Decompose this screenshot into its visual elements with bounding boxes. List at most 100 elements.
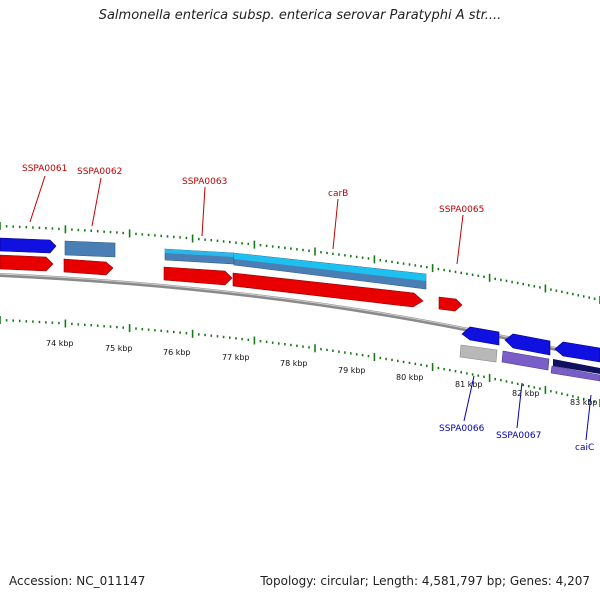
inner-ruler-minor-tick — [109, 325, 112, 328]
gene-sspa0067-feature[interactable] — [504, 333, 551, 356]
outer-ruler-minor-tick — [222, 240, 225, 243]
outer-ruler-minor-tick — [471, 273, 474, 276]
outer-ruler-minor-tick — [290, 247, 292, 250]
gene-label-sspa0066[interactable]: SSPA0066 — [439, 424, 485, 434]
feature-track-forward[interactable] — [0, 254, 463, 312]
outer-ruler-minor-tick — [477, 274, 480, 277]
gene-sspa0067-feature-purple[interactable] — [501, 350, 550, 371]
inner-ruler-major-tick — [191, 329, 194, 338]
inner-ruler-minor-tick — [71, 322, 73, 326]
inner-ruler-minor-tick — [179, 331, 181, 334]
gene-red-1-feature[interactable] — [0, 254, 54, 272]
inner-ruler-minor-tick — [332, 349, 334, 352]
inner-ruler-minor-tick — [460, 371, 462, 374]
tick-label-75kbp: 75 kbp — [105, 344, 133, 353]
outer-ruler-minor-tick — [204, 238, 206, 241]
inner-ruler-minor-tick — [320, 347, 322, 351]
accession-label: Accession: NC_011147 — [9, 574, 146, 588]
gene-sspa0063-feature-upper[interactable] — [165, 249, 234, 257]
inner-ruler-minor-tick — [18, 319, 21, 323]
outer-ruler-major-tick — [373, 255, 376, 264]
outer-ruler-minor-tick — [533, 285, 536, 288]
gene-red-4-feature[interactable] — [232, 272, 424, 308]
gene-label-caic[interactable]: caiC — [575, 443, 594, 453]
outer-ruler-major-tick — [431, 264, 434, 273]
gene-caic-feature-navy[interactable] — [553, 359, 600, 374]
inner-ruler-major-tick — [314, 344, 316, 353]
inner-ruler-minor-tick — [302, 345, 304, 348]
outer-ruler-minor-tick — [516, 281, 519, 285]
outer-ruler-minor-tick — [51, 227, 54, 230]
outer-ruler-minor-tick — [166, 235, 169, 238]
inner-ruler-minor-tick — [216, 335, 219, 338]
inner-ruler-minor-tick — [539, 387, 541, 390]
outer-ruler-minor-tick — [344, 254, 346, 257]
outer-ruler-minor-tick — [173, 235, 175, 239]
outer-ruler-minor-tick — [77, 228, 80, 232]
gene-sspa0066-feature-gray[interactable] — [459, 344, 498, 363]
gene-caic-feature-purple[interactable] — [550, 365, 600, 382]
outer-ruler-minor-tick — [296, 248, 298, 251]
gene-sspa0061-feature[interactable] — [0, 237, 57, 254]
outer-ruler-major-tick — [64, 225, 67, 234]
tick-label-80kbp: 80 kbp — [396, 373, 424, 382]
gene-caic-feature[interactable] — [554, 341, 600, 363]
inner-ruler-minor-tick — [198, 333, 200, 336]
feature-track-lower[interactable] — [459, 326, 600, 382]
outer-ruler-minor-tick — [593, 297, 596, 300]
inner-ruler-minor-tick — [259, 340, 262, 343]
inner-ruler-major-tick — [373, 353, 376, 362]
outer-ruler-minor-tick — [588, 296, 590, 299]
outer-ruler-minor-tick — [84, 229, 86, 232]
inner-ruler-minor-tick — [397, 359, 399, 363]
inner-ruler-minor-tick — [582, 397, 585, 401]
outer-ruler-minor-tick — [247, 242, 250, 246]
gene-label-sspa0061[interactable]: SSPA0061 — [22, 164, 67, 174]
inner-ruler-minor-tick — [420, 363, 422, 367]
gene-red-3-feature[interactable] — [163, 266, 233, 286]
inner-ruler-minor-tick — [471, 373, 474, 376]
outer-ruler-minor-tick — [528, 284, 530, 287]
gene-label-sspa0065[interactable]: SSPA0065 — [439, 205, 484, 215]
tick-label-81kbp: 81 kbp — [455, 380, 483, 389]
gene-sspa0062-feature[interactable] — [64, 240, 116, 258]
outer-ruler-minor-tick — [302, 248, 304, 252]
inner-ruler-minor-tick — [550, 390, 552, 393]
inner-ruler-minor-tick — [284, 343, 286, 346]
gene-label-sspa0063[interactable]: SSPA0063 — [182, 177, 227, 187]
inner-ruler-minor-tick — [271, 341, 274, 344]
outer-ruler — [0, 222, 600, 304]
inner-ruler-minor-tick — [308, 346, 310, 349]
gene-label-sspa0067[interactable]: SSPA0067 — [496, 431, 541, 441]
inner-ruler-minor-tick — [77, 323, 80, 326]
gene-red-2-feature[interactable] — [63, 258, 114, 276]
inner-ruler-minor-tick — [577, 396, 580, 399]
outer-ruler-minor-tick — [397, 261, 399, 264]
outer-ruler-minor-tick — [147, 233, 150, 237]
outer-ruler-minor-tick — [420, 265, 422, 268]
outer-ruler-minor-tick — [45, 227, 47, 230]
outer-ruler-minor-tick — [449, 269, 451, 273]
gene-red-5-feature[interactable] — [438, 296, 463, 312]
outer-ruler-minor-tick — [12, 225, 14, 228]
inner-ruler-minor-tick — [566, 393, 569, 397]
tick-label-83kbp: 83 kbp — [570, 398, 598, 407]
outer-ruler-minor-tick — [539, 286, 541, 289]
gene-carb-feature-upper[interactable] — [234, 253, 426, 281]
outer-ruler-minor-tick — [96, 230, 99, 233]
inner-ruler-minor-tick — [437, 366, 440, 370]
outer-ruler-minor-tick — [443, 268, 445, 272]
inner-ruler-minor-tick — [511, 381, 513, 384]
outer-ruler-minor-tick — [58, 227, 60, 231]
outer-ruler-minor-tick — [135, 232, 137, 236]
gene-label-sspa0062[interactable]: SSPA0062 — [77, 167, 122, 177]
outer-ruler-major-tick — [0, 222, 1, 230]
tick-labels: 74 kbp 75 kbp 76 kbp 77 kbp 78 kbp 79 kb… — [46, 339, 598, 407]
outer-ruler-minor-tick — [426, 266, 428, 269]
gene-label-carb[interactable]: carB — [328, 189, 348, 199]
outer-ruler-minor-tick — [505, 279, 508, 283]
inner-ruler-minor-tick — [103, 325, 105, 328]
gene-sspa0066-feature[interactable] — [461, 326, 500, 346]
feature-track-reverse[interactable] — [0, 237, 427, 290]
